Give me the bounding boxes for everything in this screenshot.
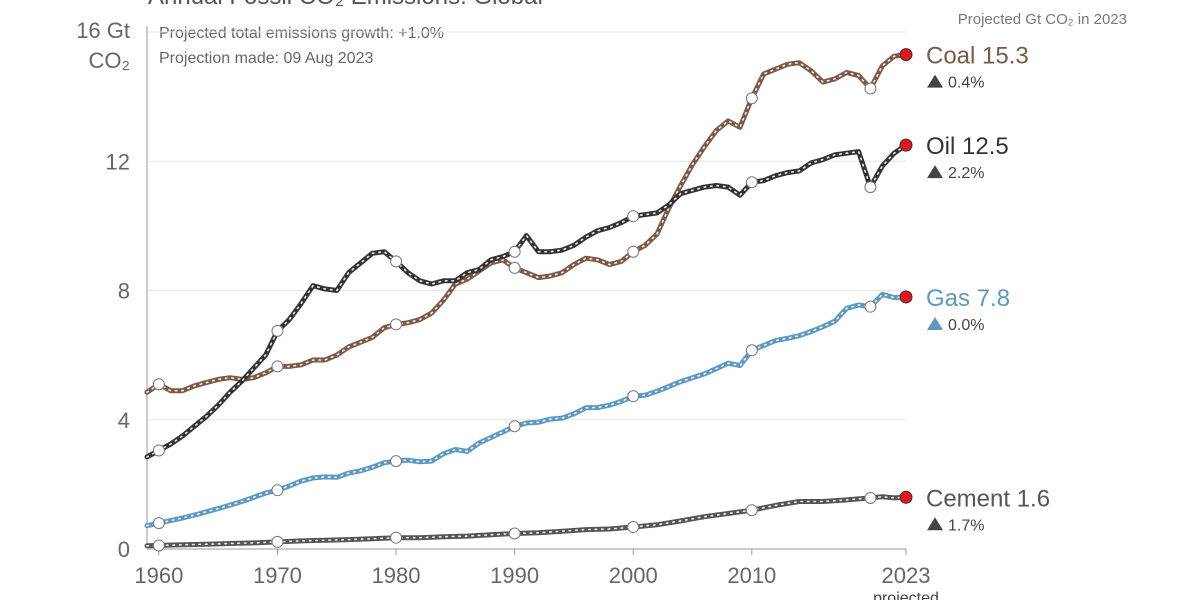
marker-oil-1960 [152,444,165,457]
label-cement: Cement 1.6 [926,485,1050,512]
series-dots-coal [146,53,907,394]
change-coal: 0.4% [948,75,984,92]
x-tick-label-6: 2023 [882,563,931,588]
marker-cement-1970 [271,535,284,548]
marker-gas-1960 [152,517,165,530]
x-tick-label-0: 1960 [134,563,183,588]
marker-cement-1990 [508,527,521,540]
endpoint-oil [899,138,913,152]
series-dots-cement [146,495,907,547]
marker-coal-2000 [627,245,640,258]
marker-coal-1980 [390,318,403,331]
up-arrow-icon-oil [927,165,943,179]
series-line-cement [144,494,909,549]
marker-gas-2020 [864,300,877,313]
x-tick-label-1: 1970 [253,563,302,588]
marker-cement-1960 [152,539,165,552]
chart-title: Annual Fossil CO₂ Emissions: Global [148,0,543,10]
change-cement: 1.7% [948,517,984,534]
marker-oil-1980 [390,255,403,268]
x-tick-label-4: 2000 [609,563,658,588]
note-projection-date: Projection made: 09 Aug 2023 [159,50,373,67]
up-arrow-icon-cement [927,517,943,531]
series-layer [144,48,913,552]
y-tick-label-2: 8 [118,279,130,304]
series-dots-oil [146,144,907,458]
y-tick-label-1: 4 [118,408,130,433]
marker-coal-2010 [745,92,758,105]
legend-header: Projected Gt CO₂ in 2023 [958,11,1127,28]
x-tick-label-5: 2010 [727,563,776,588]
marker-gas-1990 [508,420,521,433]
y-tick-label-3: 12 [106,149,130,174]
marker-coal-1990 [508,261,521,274]
label-gas: Gas 7.8 [926,285,1010,312]
series-dots-gas [146,293,907,527]
up-arrow-icon-gas [927,316,943,330]
note-growth: Projected total emissions growth: +1.0% [159,25,444,42]
marker-oil-2010 [745,176,758,189]
marker-oil-1990 [508,245,521,258]
marker-coal-1970 [271,360,284,373]
marker-gas-1970 [271,484,284,497]
marker-cement-2010 [745,504,758,517]
y-unit-label: CO₂ [88,48,130,73]
endpoint-cement [899,490,913,504]
marker-coal-2020 [864,82,877,95]
endpoint-coal [899,48,913,62]
label-coal: Coal 15.3 [926,43,1029,70]
grid-layer [147,31,906,421]
axis-layer: 0 4 8 12 1960 1970 1980 1990 2000 2010 2023 project… [106,26,939,600]
marker-oil-1970 [271,324,284,337]
series-line-gas [144,291,909,529]
x-sublabel: projected [873,590,939,600]
marker-coal-1960 [152,378,165,391]
marker-oil-2020 [864,181,877,194]
y-unit-value: 16 Gt [76,18,130,43]
up-arrow-icon-coal [927,74,943,88]
x-tick-label-2: 1980 [372,563,421,588]
marker-gas-1980 [390,455,403,468]
marker-gas-2000 [627,390,640,403]
marker-cement-1980 [390,531,403,544]
marker-oil-2000 [627,210,640,223]
marker-cement-2020 [864,491,877,504]
y-tick-label-0: 0 [118,537,130,562]
marker-cement-2000 [627,521,640,534]
label-oil: Oil 12.5 [926,133,1009,160]
endpoint-gas [899,290,913,304]
marker-gas-2010 [745,344,758,357]
legend-layer: Coal 15.3 0.4% Oil 12.5 2.2% Gas 7.8 0.0% Ceme… [926,43,1050,535]
series-line-coal [144,52,909,395]
change-gas: 0.0% [948,317,984,334]
x-tick-label-3: 1990 [490,563,539,588]
series-line-oil [144,142,909,460]
change-oil: 2.2% [948,165,984,182]
